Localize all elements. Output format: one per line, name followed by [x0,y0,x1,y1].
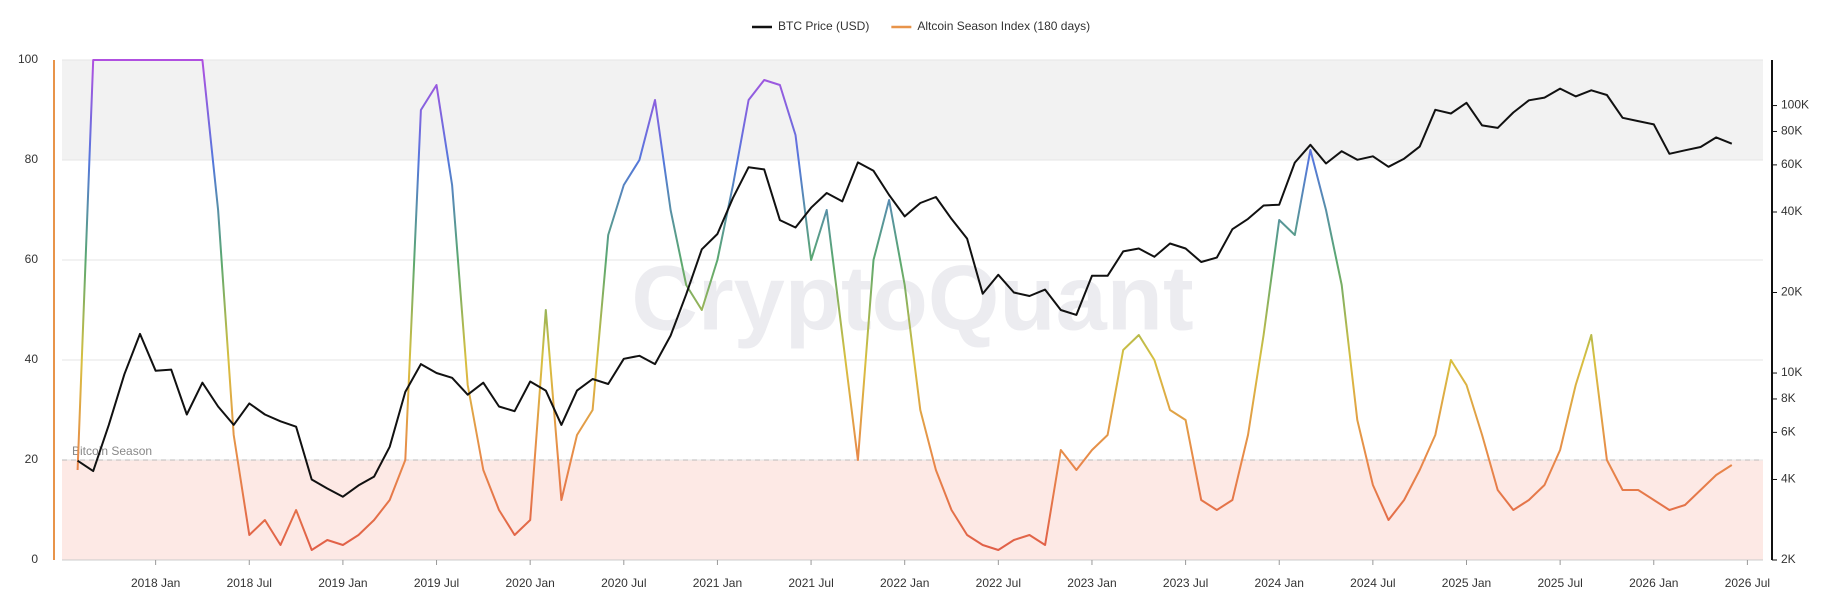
series-line [76,59,1733,551]
x-tick-label: 2019 Jan [318,576,367,590]
y-tick-label: 60 [25,252,39,266]
y2-tick-label: 40K [1781,204,1802,218]
x-tick-label: 2026 Jan [1629,576,1678,590]
y2-tick-label: 4K [1781,472,1796,486]
x-tick-label: 2026 Jul [1725,576,1770,590]
x-tick-label: 2025 Jan [1442,576,1491,590]
y-tick-label: 100 [18,52,38,66]
y-tick-label: 20 [25,452,39,466]
x-tick-label: 2022 Jul [976,576,1021,590]
band [62,60,1763,160]
y2-tick-label: 20K [1781,285,1802,299]
y-tick-label: 80 [25,152,39,166]
x-tick-label: 2023 Jan [1067,576,1116,590]
y2-tick-label: 6K [1781,425,1796,439]
y2-tick-label: 100K [1781,98,1809,112]
y2-tick-label: 10K [1781,365,1802,379]
x-tick-label: 2020 Jan [505,576,554,590]
x-tick-label: 2018 Jul [227,576,272,590]
y-tick-label: 40 [25,352,39,366]
legend-label: Altcoin Season Index (180 days) [917,19,1090,33]
series-line [77,87,1733,498]
x-tick-label: 2021 Jul [788,576,833,590]
x-tick-label: 2024 Jul [1350,576,1395,590]
y2-tick-label: 2K [1781,552,1796,566]
watermark: CryptoQuant [631,247,1193,349]
x-tick-label: 2021 Jan [693,576,742,590]
x-tick-label: 2022 Jan [880,576,929,590]
y2-tick-label: 80K [1781,124,1802,138]
band [62,460,1763,560]
x-tick-label: 2020 Jul [601,576,646,590]
x-tick-label: 2025 Jul [1537,576,1582,590]
threshold-label: Bitcoin Season [72,444,152,458]
y2-tick-label: 8K [1781,391,1796,405]
legend-label: BTC Price (USD) [778,19,869,33]
x-tick-label: 2018 Jan [131,576,180,590]
x-tick-label: 2024 Jan [1255,576,1304,590]
x-tick-label: 2019 Jul [414,576,459,590]
y-tick-label: 0 [31,552,38,566]
y2-tick-label: 60K [1781,157,1802,171]
x-tick-label: 2023 Jul [1163,576,1208,590]
